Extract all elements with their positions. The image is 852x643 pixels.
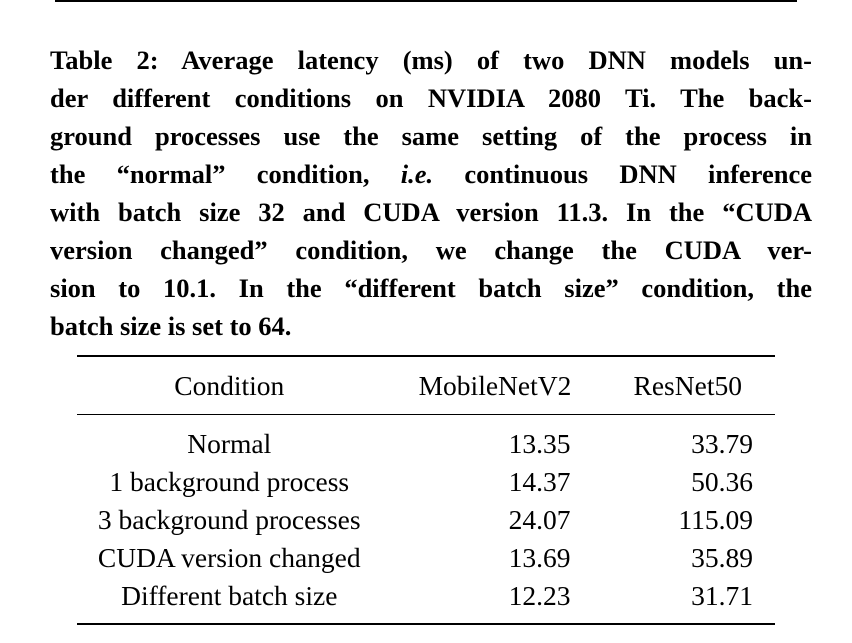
- caption-line: with batch size 32 and CUDA version 11.3…: [50, 197, 812, 227]
- cell-resnet50: 33.79: [691, 428, 753, 459]
- cell-condition: CUDA version changed: [97, 542, 361, 573]
- caption-line: the “normal” condition, i.e. continuous …: [50, 155, 812, 193]
- cell-mobilenetv2: 13.35: [508, 428, 571, 459]
- cell-resnet50: 31.71: [691, 580, 753, 611]
- caption-italic-text: i.e.: [400, 159, 434, 189]
- cell-mobilenetv2: 14.37: [508, 466, 571, 497]
- cell-condition: 3 background processes: [97, 504, 361, 535]
- latency-table-container: Condition MobileNetV2 ResNet50 Normal 13…: [77, 355, 775, 625]
- table-row: Normal 13.35 33.79: [77, 415, 775, 464]
- header-resnet50: ResNet50: [633, 369, 742, 401]
- caption-line: der different conditions on NVIDIA 2080 …: [50, 83, 812, 113]
- cell-resnet50: 115.09: [678, 504, 753, 535]
- cell-condition: Different batch size: [121, 580, 338, 611]
- header-condition: Condition: [174, 369, 285, 401]
- top-rule: [55, 0, 797, 2]
- table-caption: Table 2: Average latency (ms) of two DNN…: [50, 41, 812, 345]
- table-row: CUDA version changed 13.69 35.89: [77, 539, 775, 577]
- table-row: 3 background processes 24.07 115.09: [77, 501, 775, 539]
- caption-line: batch size is set to 64.: [50, 311, 292, 341]
- caption-line: Table 2: Average latency (ms) of two DNN…: [50, 45, 812, 75]
- cell-mobilenetv2: 12.23: [508, 580, 571, 611]
- latency-table: Condition MobileNetV2 ResNet50 Normal 13…: [77, 355, 775, 625]
- table-row: Different batch size 12.23 31.71: [77, 577, 775, 624]
- header-mobilenetv2: MobileNetV2: [418, 369, 572, 401]
- caption-text: continuous DNN inference: [433, 159, 812, 189]
- caption-text: the “normal” condition,: [50, 159, 401, 189]
- cell-resnet50: 50.36: [691, 466, 753, 497]
- cell-condition: Normal: [187, 428, 272, 459]
- caption-line: version changed” condition, we change th…: [50, 235, 812, 265]
- caption-line: sion to 10.1. In the “different batch si…: [50, 273, 812, 303]
- cell-resnet50: 35.89: [691, 542, 753, 573]
- cell-mobilenetv2: 24.07: [508, 504, 571, 535]
- table-row: 1 background process 14.37 50.36: [77, 463, 775, 501]
- caption-line: ground processes use the same setting of…: [50, 121, 812, 151]
- cell-mobilenetv2: 13.69: [508, 542, 571, 573]
- table-header-row: Condition MobileNetV2 ResNet50: [77, 356, 775, 415]
- cell-condition: 1 background process: [109, 466, 350, 497]
